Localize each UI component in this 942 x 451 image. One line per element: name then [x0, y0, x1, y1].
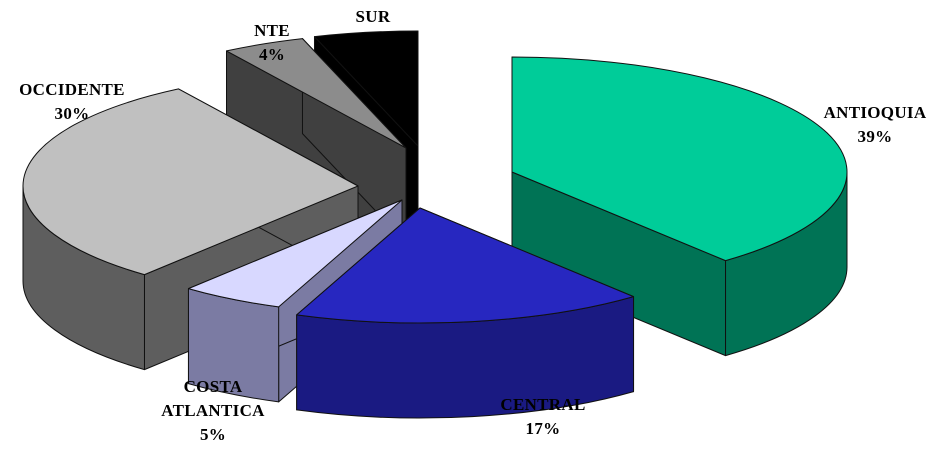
slice-label-nte: NTE 4% — [254, 21, 290, 64]
slice-percent: 5% — [360, 31, 386, 50]
slice-name: OCCIDENTE — [19, 80, 125, 99]
slice-top — [511, 56, 848, 262]
slice-percent: 30% — [55, 104, 90, 123]
slice-label-costa-atlantica: COSTA ATLANTICA 5% — [161, 377, 265, 444]
slice-percent: 4% — [259, 45, 285, 64]
slice-label-occidente: OCCIDENTE 30% — [19, 80, 125, 123]
slice-top — [187, 199, 403, 308]
slice-name: COSTA — [184, 377, 243, 396]
slice-top — [296, 207, 635, 324]
slice-central — [296, 207, 635, 419]
labels-layer: ANTIOQUIA 39% CENTRAL 17% COSTA ATLANTICA 5% OC… — [19, 7, 927, 444]
slice-nte — [225, 38, 407, 244]
slice-name: ANTIOQUIA — [824, 103, 927, 122]
slice-percent: 17% — [526, 419, 561, 438]
slice-name: SUR — [356, 7, 391, 26]
slice-label-antioquia: ANTIOQUIA 39% — [824, 103, 927, 146]
slice-antioquia — [511, 56, 848, 357]
slice-label-central: CENTRAL 17% — [500, 395, 585, 438]
slice-percent: 5% — [200, 425, 226, 444]
slices-layer — [22, 30, 848, 419]
slice-top — [225, 38, 407, 149]
slice-label-sur: SUR 5% — [356, 7, 391, 50]
slice-name: ATLANTICA — [161, 401, 265, 420]
slice-top — [22, 88, 359, 276]
slice-name: NTE — [254, 21, 290, 40]
slice-percent: 39% — [858, 127, 893, 146]
slice-name: CENTRAL — [500, 395, 585, 414]
slice-top — [313, 30, 419, 147]
